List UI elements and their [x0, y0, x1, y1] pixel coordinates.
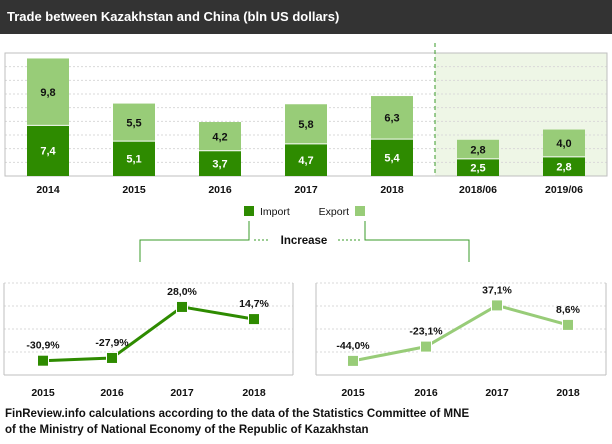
bar-export-label: 9,8 — [40, 87, 55, 99]
bar-import — [27, 125, 69, 176]
source-line-1: FinReview.info calculations according to… — [5, 408, 470, 420]
x-tick-label: 2016 — [414, 387, 438, 399]
x-tick-label: 2017 — [170, 387, 194, 399]
bar-export — [457, 139, 499, 159]
legend-import-swatch — [244, 206, 254, 216]
export-growth-data-label: -23,1% — [409, 326, 443, 338]
x-tick-label: 2016 — [100, 387, 124, 399]
bar-import — [285, 143, 327, 176]
x-tick-label: 2014 — [36, 184, 60, 196]
x-tick-label: 2018 — [242, 387, 266, 399]
export-growth-data-label: 37,1% — [482, 284, 512, 296]
x-tick-label: 2017 — [294, 184, 318, 196]
bar-export — [371, 96, 413, 140]
import-growth-marker — [37, 354, 49, 367]
bar-export-label: 6,3 — [384, 113, 399, 125]
legend-export-swatch — [355, 206, 365, 216]
bar-export — [27, 58, 69, 126]
bar-import — [543, 156, 585, 176]
x-tick-label: 2017 — [485, 387, 509, 399]
import-growth-data-label: -30,9% — [26, 340, 60, 352]
increase-bracket-right — [364, 221, 470, 262]
bar-import-label: 5,1 — [126, 154, 141, 166]
bar-export-label: 4,2 — [212, 131, 227, 143]
export-growth-marker — [347, 354, 359, 367]
export-growth-marker — [420, 340, 432, 353]
bar-export — [285, 104, 327, 144]
bar-export-label: 2,8 — [470, 144, 485, 156]
bar-import-label: 5,4 — [384, 153, 400, 165]
x-tick-label: 2018/06 — [459, 184, 497, 196]
import-growth-line — [42, 305, 255, 363]
import-growth-data-label: -27,9% — [95, 337, 129, 349]
bar-export-label: 5,5 — [126, 117, 141, 129]
x-tick-label: 2018 — [556, 387, 580, 399]
bar-import-label: 3,7 — [212, 158, 227, 170]
export-growth-line — [352, 303, 569, 363]
increase-label: Increase — [281, 235, 328, 247]
chart-title: Trade between Kazakhstan and China (bln … — [7, 9, 340, 24]
export-growth-marker — [491, 299, 503, 312]
export-growth-marker — [562, 318, 574, 331]
x-tick-label: 2016 — [208, 184, 232, 196]
bar-import-label: 2,8 — [556, 161, 571, 173]
import-growth-data-label: 28,0% — [167, 286, 197, 298]
bar-import — [457, 158, 499, 176]
import-growth-data-label: 14,7% — [239, 298, 269, 310]
x-tick-label: 2019/06 — [545, 184, 583, 196]
import-growth-marker — [248, 313, 260, 326]
bar-import-label: 2,5 — [470, 162, 485, 174]
x-tick-label: 2015 — [31, 387, 55, 399]
legend-import-label: Import — [260, 206, 290, 218]
bar-import-label: 4,7 — [298, 155, 313, 167]
import-growth-marker — [106, 351, 118, 364]
title-bar: Trade between Kazakhstan and China (bln … — [0, 0, 612, 34]
export-growth-data-label: 8,6% — [556, 304, 581, 316]
export-growth-data-label: -44,0% — [336, 340, 370, 352]
x-tick-label: 2018 — [380, 184, 404, 196]
legend-export-label: Export — [319, 206, 349, 218]
bar-export-label: 5,8 — [298, 119, 313, 131]
x-tick-label: 2015 — [341, 387, 365, 399]
bar-import-label: 7,4 — [40, 146, 56, 158]
bar-export — [199, 122, 241, 151]
x-tick-label: 2015 — [122, 184, 146, 196]
source-line-2: of the Ministry of National Economy of t… — [5, 424, 369, 436]
increase-bracket-left — [139, 221, 250, 262]
bar-export — [543, 129, 585, 157]
import-growth-marker — [176, 300, 188, 313]
bar-export — [113, 103, 155, 142]
bar-import — [113, 141, 155, 176]
bar-export-label: 4,0 — [556, 138, 571, 150]
bar-import — [371, 139, 413, 176]
bar-import — [199, 150, 241, 176]
